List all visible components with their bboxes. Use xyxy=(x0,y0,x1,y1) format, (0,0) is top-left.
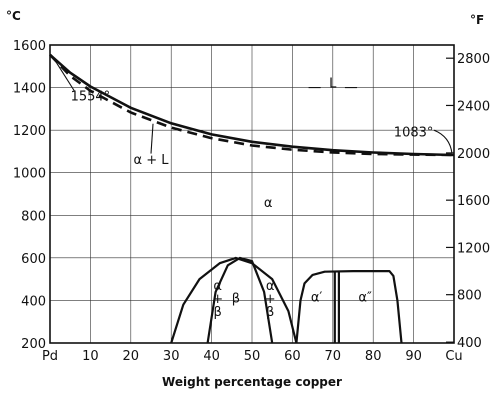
liquidus-solidus-curves xyxy=(49,53,455,157)
leader-alpha-l xyxy=(150,123,154,154)
y-tick-label-fahrenheit: 2800 xyxy=(457,52,490,67)
y-tick-label-fahrenheit: 2400 xyxy=(457,99,490,114)
x-tick-label: 70 xyxy=(325,349,342,364)
annotation-leaders xyxy=(53,58,453,154)
region-label: α′ xyxy=(311,290,323,305)
plot-frame xyxy=(49,44,455,344)
x-axis-label: Weight percentage copper xyxy=(162,375,342,389)
y-tick-label-celsius: 600 xyxy=(21,252,46,267)
x-tick-label: 40 xyxy=(203,349,220,364)
x-axis-ticks: Pd 10 20 30 40 50 60 70 80 90 Cu xyxy=(42,349,463,364)
y-tick-label-celsius: 1000 xyxy=(13,167,46,182)
two-phase-label: + xyxy=(265,292,276,307)
y-tick-label-fahrenheit: 800 xyxy=(457,289,482,304)
y-tick-label-celsius: 1600 xyxy=(13,39,46,54)
x-tick-label: 60 xyxy=(284,349,301,364)
leader-1083 xyxy=(433,129,453,154)
y-tick-label-celsius: 800 xyxy=(21,209,46,224)
y-tick-label-fahrenheit: 1200 xyxy=(457,241,490,256)
x-tick-label: 20 xyxy=(123,349,140,364)
x-tick-label: 90 xyxy=(405,349,422,364)
x-tick-label: 50 xyxy=(244,349,261,364)
x-tick-label: 30 xyxy=(163,349,180,364)
grid xyxy=(50,45,454,343)
two-phase-label: β xyxy=(214,305,222,320)
y-tick-label-fahrenheit: 1600 xyxy=(457,194,490,209)
region-label: 1554° xyxy=(71,89,111,104)
phase-boundaries xyxy=(170,256,403,344)
solidus-curve-dashed xyxy=(49,53,455,157)
two-phase-label: + xyxy=(212,292,223,307)
y-tick-label-celsius: 1200 xyxy=(13,124,46,139)
two-phase-label: α xyxy=(266,279,275,294)
region-label: 1083° xyxy=(394,126,434,141)
two-phase-label: β xyxy=(266,305,274,320)
two-phase-label: α xyxy=(213,279,222,294)
phase-boundary-line xyxy=(206,256,274,344)
y-tick-label-celsius: 400 xyxy=(21,294,46,309)
x-tick-label: 10 xyxy=(82,349,99,364)
y-axis-left-ticks: 200 400 600 800 1000 1200 1400 1600 xyxy=(13,39,46,352)
leader-1554 xyxy=(53,58,75,92)
region-label: α xyxy=(264,196,273,211)
liquidus-curve-solid xyxy=(49,53,455,157)
y-unit-celsius: °C xyxy=(6,9,21,23)
phase-boundary-line xyxy=(170,256,298,344)
x-tick-label: Pd xyxy=(42,349,58,364)
phase-boundary-line xyxy=(295,270,403,344)
x-tick-label: Cu xyxy=(445,349,462,364)
y-tick-label-fahrenheit: 400 xyxy=(457,336,482,351)
annotations: 1554°1083°Lα + Lαβ α′ α″α+βα+β xyxy=(71,77,434,320)
y-tick-label-fahrenheit: 2000 xyxy=(457,147,490,162)
y-tick-label-celsius: 1400 xyxy=(13,82,46,97)
y-tick-label-celsius: 200 xyxy=(21,337,46,352)
region-label: β xyxy=(232,292,240,307)
region-label: L xyxy=(329,77,337,92)
region-label: α + L xyxy=(134,153,170,168)
x-tick-label: 80 xyxy=(365,349,382,364)
region-label: α″ xyxy=(358,290,372,305)
y-unit-fahrenheit: °F xyxy=(470,13,484,27)
y-axis-right-ticks: 400 800 1200 1600 2000 2400 2800 xyxy=(446,52,490,351)
